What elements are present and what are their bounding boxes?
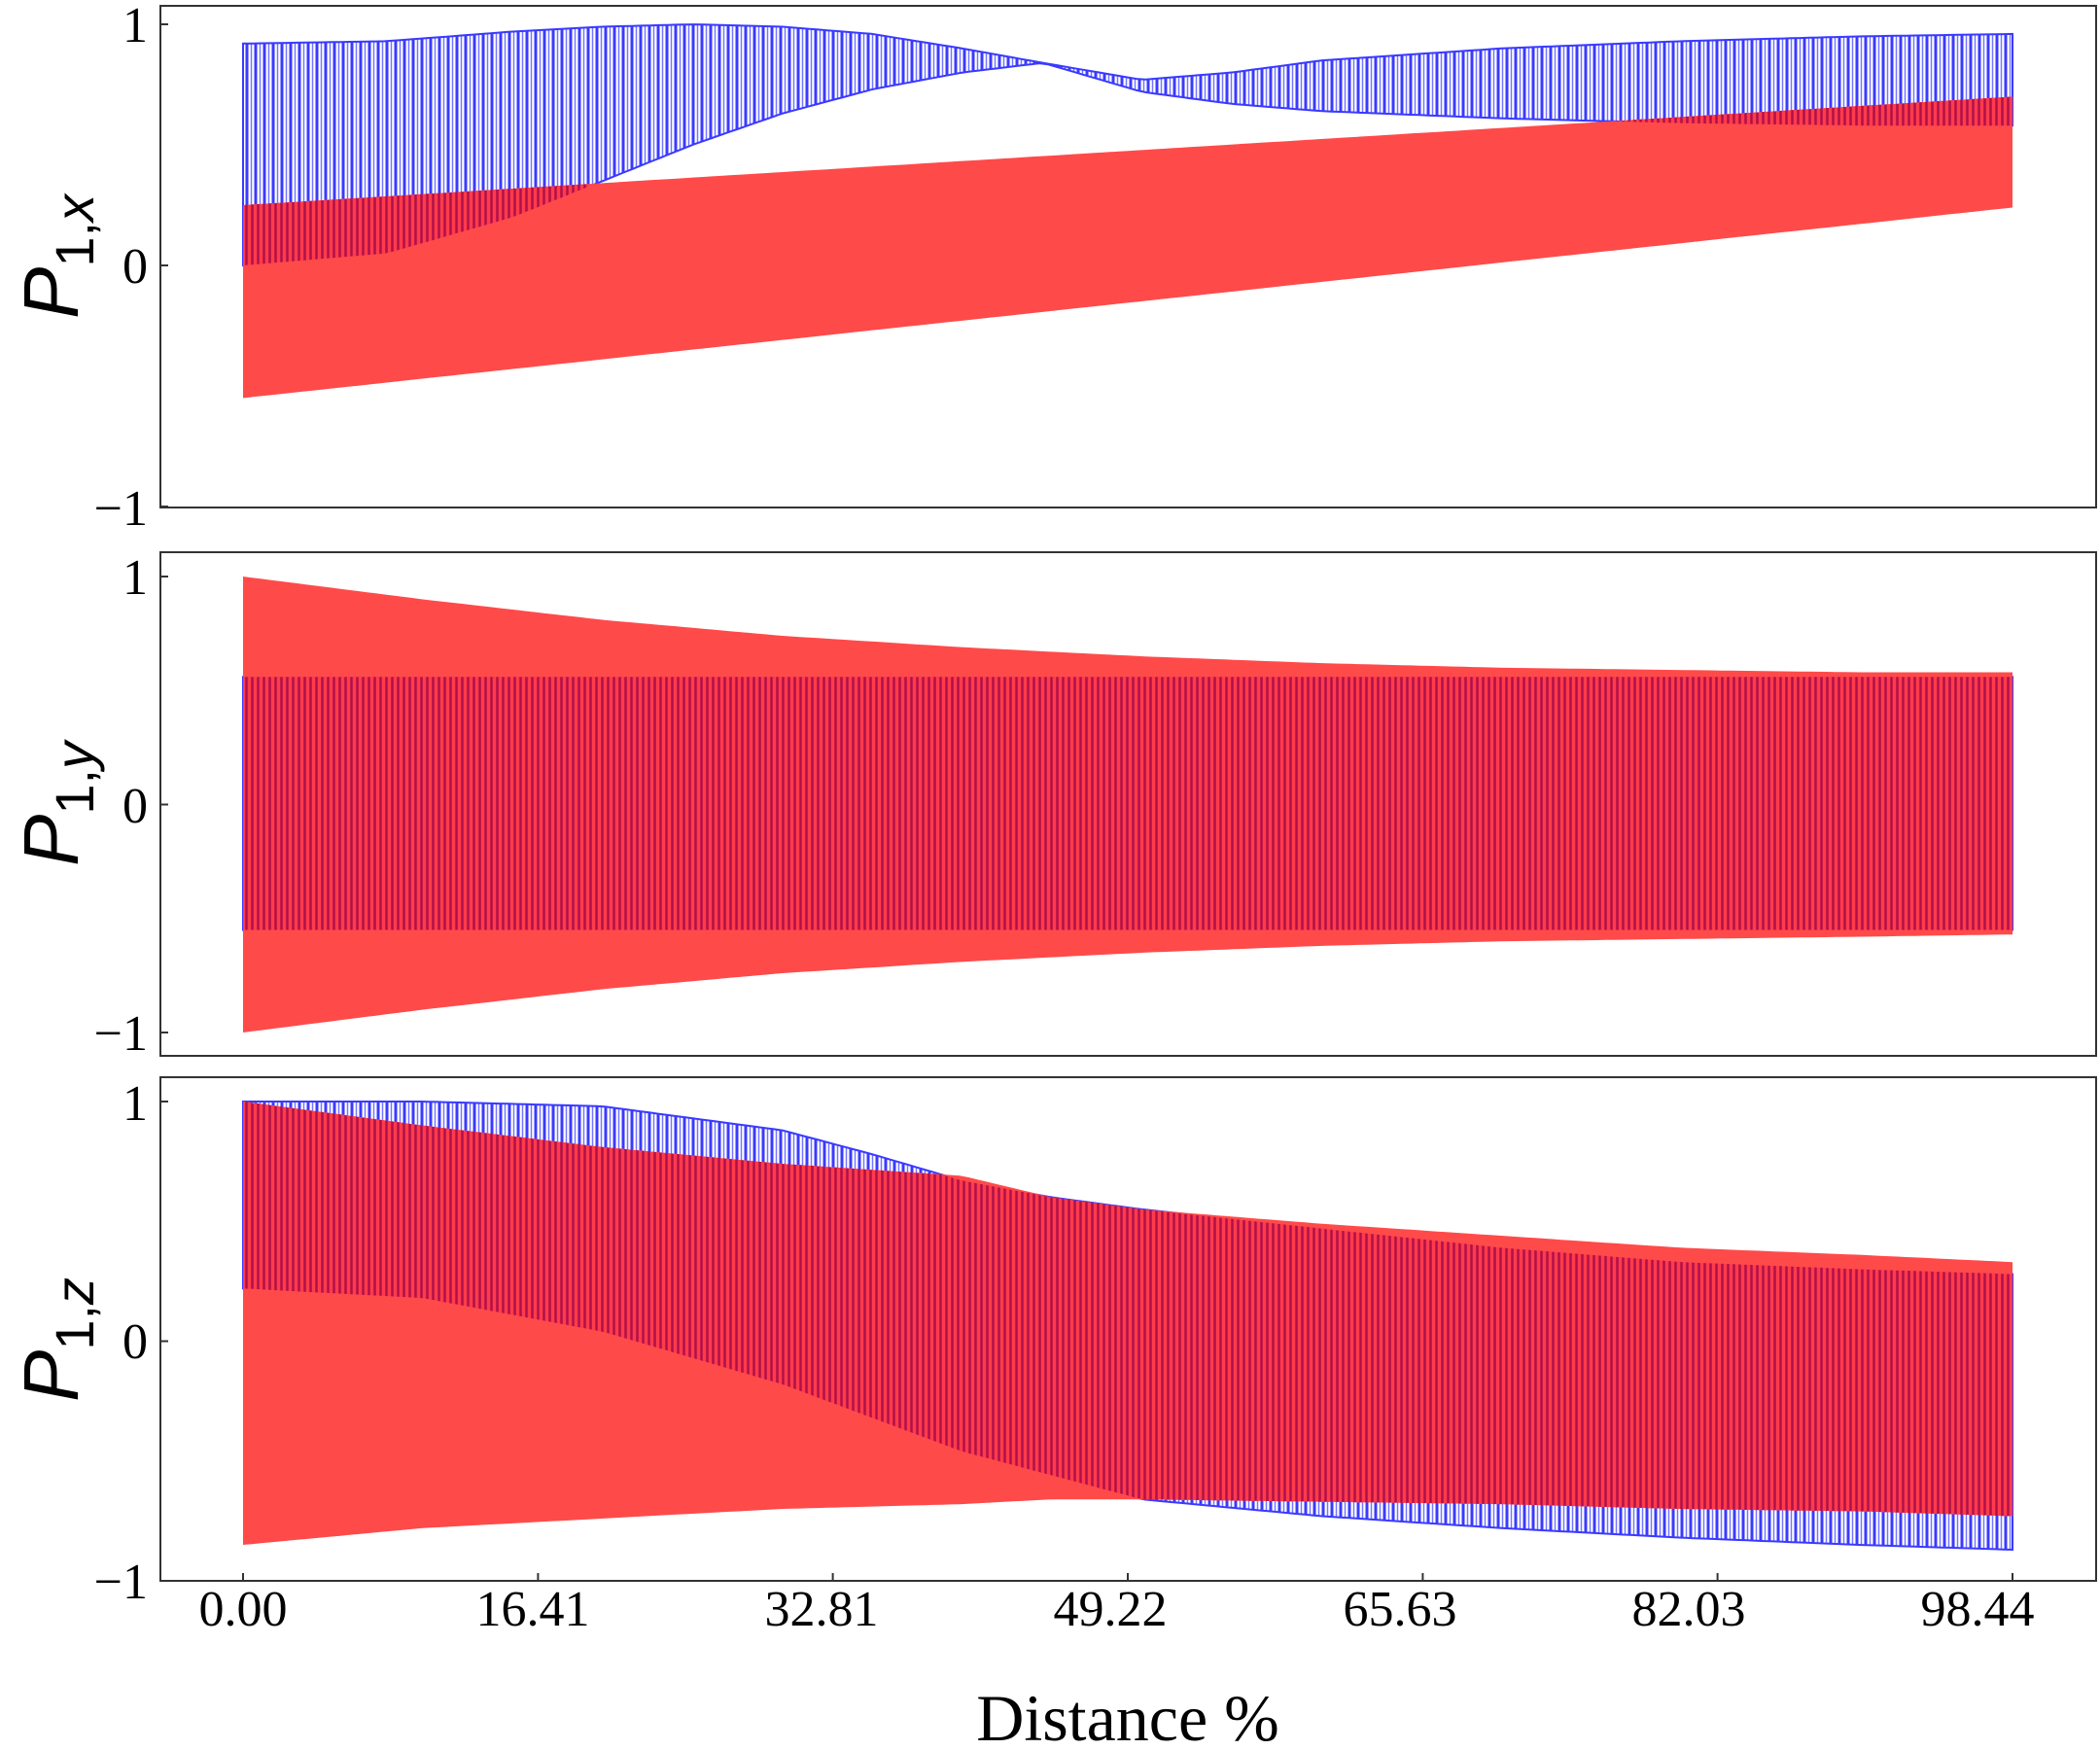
xtick-4: 65.63 [1344, 1582, 1457, 1637]
panel-x: 1 0 −1 P1,x [8, 0, 2097, 537]
panel-x-ylabel-sub: 1, [44, 222, 105, 267]
panel-x-yticks: 1 0 −1 [94, 0, 148, 537]
panel-x-ylabel-subvar: x [44, 192, 105, 225]
panel-z-yticks: 1 0 −1 [94, 1076, 148, 1610]
panel-y-ytick-0: 0 [122, 779, 148, 834]
panel-y-yticks: 1 0 −1 [94, 550, 148, 1062]
panel-x-plot-area [160, 23, 2013, 508]
panel-y-frame [159, 551, 2097, 1057]
panel-z-frame [159, 1076, 2097, 1582]
xtick-2: 32.81 [765, 1582, 879, 1637]
panel-y-ylabel-base: P [8, 815, 94, 866]
panel-z: 1 0 −1 P1,z 0.00 16.41 32.81 49.22 65.63… [8, 1076, 2097, 1750]
panel-x-ytick-1: 1 [122, 0, 148, 53]
panel-z-xticks: 0.00 16.41 32.81 49.22 65.63 82.03 98.44 [199, 1582, 2035, 1637]
panel-y-ylabel-sub: 1, [44, 769, 105, 815]
panel-x-ylabel-base: P [8, 267, 94, 319]
panel-z-ytick-1: 1 [122, 1076, 148, 1132]
panel-z-ylabel-sub: 1, [44, 1305, 105, 1350]
panel-x-ylabel: P1,x [8, 192, 105, 319]
panel-x-red-band [243, 96, 2012, 399]
x-axis-label: Distance % [976, 1681, 1279, 1750]
panel-z-ytick-neg1: −1 [94, 1555, 148, 1610]
panel-z-ylabel-subvar: z [44, 1278, 105, 1306]
xtick-3: 49.22 [1054, 1582, 1168, 1637]
panel-z-ylabel-base: P [8, 1350, 94, 1402]
xtick-1: 16.41 [476, 1582, 590, 1637]
panel-y-ylabel-subvar: y [44, 739, 105, 773]
panel-y-plot-area [160, 576, 2013, 1033]
panel-x-overlap-band-0 [243, 184, 588, 265]
xtick-0: 0.00 [199, 1582, 288, 1637]
panel-x-ytick-0: 0 [122, 239, 148, 295]
xtick-6: 98.44 [1921, 1582, 2035, 1637]
xtick-5: 82.03 [1632, 1582, 1746, 1637]
panel-y-overlap-band-0 [243, 677, 2012, 930]
panel-y-ylabel: P1,y [8, 739, 105, 866]
panel-y: 1 0 −1 P1,y [8, 550, 2097, 1062]
panel-x-ytick-neg1: −1 [94, 481, 148, 537]
panel-x-overlap-band-1 [1614, 96, 2012, 126]
panel-x-frame [159, 5, 2097, 508]
panel-z-ylabel: P1,z [8, 1278, 105, 1402]
panel-z-plot-area [160, 1101, 2013, 1582]
panel-z-overlap-band-0 [243, 1102, 2012, 1517]
panel-y-ytick-neg1: −1 [94, 1006, 148, 1062]
panel-z-ytick-0: 0 [122, 1314, 148, 1370]
panel-y-ytick-1: 1 [122, 550, 148, 606]
